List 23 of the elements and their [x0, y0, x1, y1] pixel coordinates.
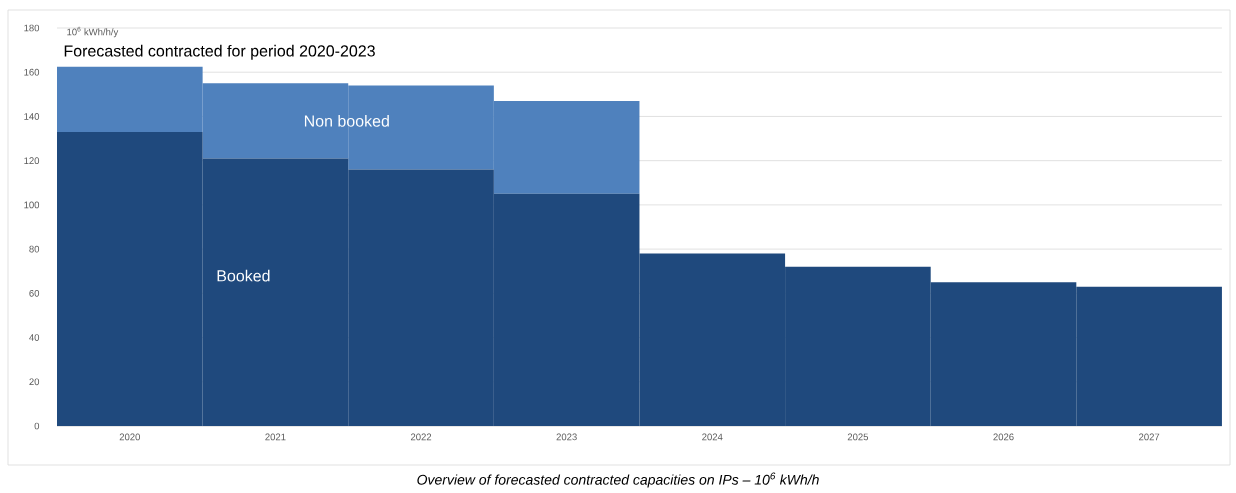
- y-tick-label: 80: [29, 245, 40, 253]
- x-tick-label: 2027: [1139, 433, 1160, 441]
- x-tick-label: 2023: [556, 433, 577, 441]
- y-tick-label: 40: [29, 334, 40, 341]
- y-axis-title: 10$^{6}$ kWh/h/y: [67, 26, 119, 38]
- x-tick-label: 2026: [993, 433, 1014, 441]
- x-tick-label: 2024: [702, 433, 723, 441]
- x-tick-label: 2025: [847, 433, 869, 441]
- y-tick-label: 20: [29, 378, 40, 386]
- annotation: Forecasted contracted for period 2020-2023: [64, 44, 375, 60]
- series-label: Non booked: [304, 114, 389, 127]
- text: Overview of forecasted contracted capacities on IPs – 10$^{6}$ kWh/h: [417, 472, 819, 488]
- y-tick-label: 160: [24, 68, 40, 76]
- series-label: Booked: [217, 269, 270, 282]
- x-tick-label: 2020: [119, 433, 140, 441]
- y-tick-label: 120: [24, 157, 40, 165]
- y-tick-label: 180: [24, 24, 40, 32]
- y-tick-label: 140: [24, 113, 40, 120]
- y-tick-label: 60: [29, 289, 40, 297]
- x-tick-label: 2022: [410, 433, 432, 441]
- y-tick-label: 100: [24, 201, 40, 209]
- y-tick-label: 0: [34, 422, 40, 430]
- x-tick-label: 2021: [265, 433, 286, 441]
